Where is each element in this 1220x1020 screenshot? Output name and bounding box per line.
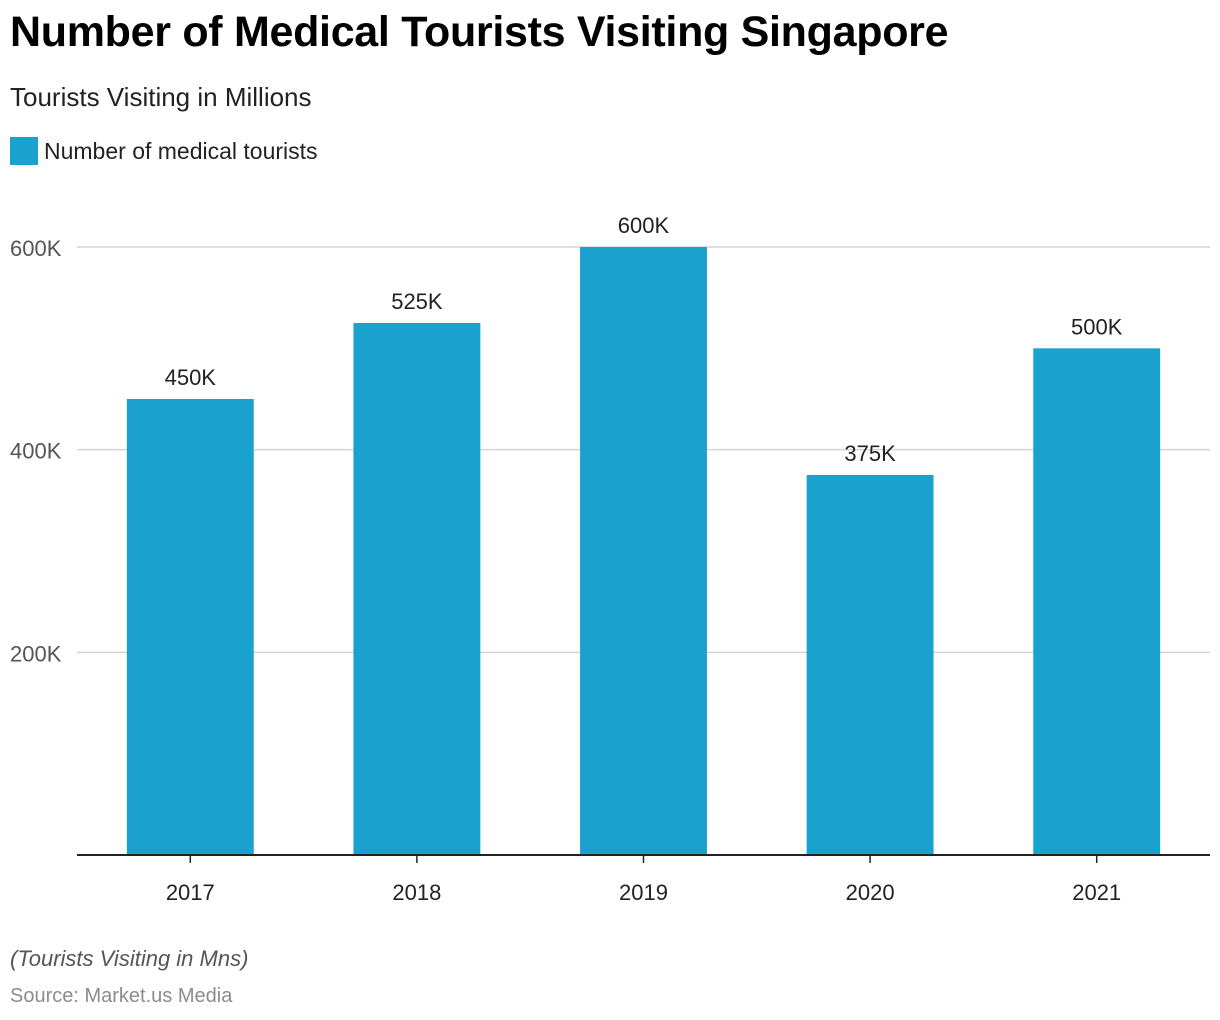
legend-label: Number of medical tourists	[44, 137, 318, 164]
y-tick-label: 400K	[10, 439, 62, 464]
bars	[126, 247, 1161, 855]
data-label: 600K	[618, 213, 670, 238]
x-tick-label: 2018	[392, 880, 441, 905]
bar	[353, 323, 481, 855]
chart-subtitle: Tourists Visiting in Millions	[10, 82, 312, 112]
y-tick-label: 600K	[10, 236, 62, 261]
labels: 200K 400K 600K 450K 2017 525K 2018 600K 2019 375K…	[10, 213, 1123, 905]
y-tick-label: 200K	[10, 641, 62, 666]
x-tick-label: 2020	[846, 880, 895, 905]
x-tick-label: 2021	[1072, 880, 1121, 905]
legend: Number of medical tourists	[10, 137, 318, 165]
bar-chart: 200K 400K 600K 450K 2017 525K 2018 600K 2019 375K…	[10, 213, 1210, 905]
bar	[806, 475, 934, 855]
legend-swatch	[10, 137, 38, 165]
x-tick-label: 2019	[619, 880, 668, 905]
chart-title: Number of Medical Tourists Visiting Sing…	[10, 8, 949, 56]
data-label: 525K	[391, 289, 443, 314]
x-tick-label: 2017	[166, 880, 215, 905]
source-credit: Source: Market.us Media	[10, 985, 233, 1007]
footnote: (Tourists Visiting in Mns)	[10, 946, 249, 971]
data-label: 375K	[844, 441, 896, 466]
bar	[1033, 348, 1161, 855]
data-label: 450K	[165, 365, 217, 390]
data-label: 500K	[1071, 314, 1123, 339]
bar	[580, 247, 707, 855]
axes	[77, 854, 1210, 863]
bar	[126, 399, 254, 855]
